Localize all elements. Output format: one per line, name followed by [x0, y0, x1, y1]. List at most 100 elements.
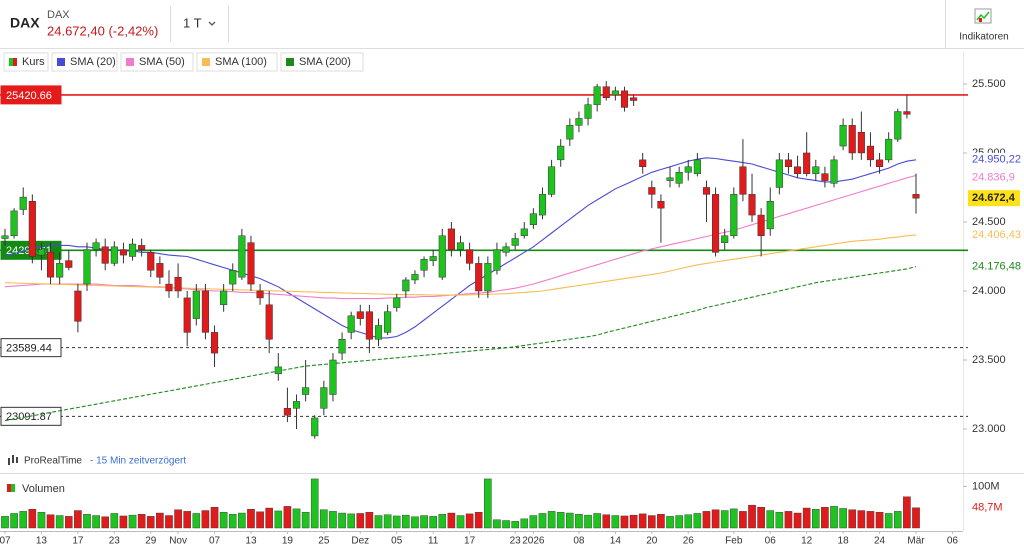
volume-bar — [657, 514, 665, 529]
legend-swatch — [126, 58, 134, 66]
volume-bar — [584, 514, 592, 529]
legend-swatch — [13, 58, 17, 66]
candle-body — [575, 118, 583, 126]
candle-body — [311, 417, 319, 437]
candle-body — [611, 90, 619, 96]
volume-bar — [456, 515, 465, 529]
candle-body — [265, 304, 273, 340]
y-tick-label: 23.000 — [972, 423, 1006, 435]
candle-body — [156, 263, 164, 278]
x-tick-label: Dez — [351, 536, 369, 546]
candle-body — [47, 252, 55, 278]
legend-box — [280, 52, 364, 72]
y-tick-label: 25.500 — [972, 78, 1006, 90]
candle-body — [748, 194, 756, 216]
legend-item[interactable]: Kurs — [3, 52, 49, 72]
candle-body — [739, 166, 747, 195]
candle-body — [566, 125, 574, 140]
legend-box — [120, 52, 194, 72]
volume-bar — [566, 512, 574, 529]
volume-bar — [247, 509, 255, 529]
legend-item[interactable]: SMA (100) — [196, 52, 278, 72]
candle-body — [602, 86, 610, 98]
volume-bar — [37, 511, 46, 529]
last-price-box — [968, 190, 1020, 207]
volume-bar — [101, 516, 110, 529]
legend-box — [196, 52, 278, 72]
indicators-icon[interactable] — [974, 8, 992, 24]
volume-bar — [893, 511, 902, 529]
volume-bar — [347, 513, 355, 529]
timeframe-select[interactable]: 1 T — [183, 15, 202, 30]
candle-body — [329, 359, 337, 395]
x-tick-label: Nov — [169, 536, 187, 546]
volume-bar — [119, 515, 128, 529]
x-tick-label: 08 — [573, 536, 585, 546]
volume-bar — [511, 521, 519, 529]
legend-swatch — [11, 484, 15, 492]
timeframe-chevron[interactable] — [208, 21, 216, 26]
legend-item[interactable]: SMA (20) — [51, 52, 118, 72]
candle-body — [557, 145, 565, 161]
volume-bar — [739, 511, 747, 529]
legend-label: Volumen — [22, 483, 65, 495]
volume-bar — [675, 515, 683, 529]
volume-legend[interactable]: Volumen — [7, 483, 65, 495]
volume-bar — [903, 496, 911, 529]
candle-body — [292, 401, 301, 409]
volume-bar — [429, 516, 437, 529]
volume-bar — [484, 478, 492, 529]
volume-bar — [165, 515, 173, 529]
legend-item[interactable]: SMA (200) — [280, 52, 364, 72]
volume-bar — [219, 511, 228, 529]
volume-bar — [575, 514, 583, 529]
candle-body — [429, 256, 437, 261]
candle-body — [794, 166, 802, 174]
volume-bar — [365, 511, 374, 529]
plot-area: 23.00023.50024.00024.50025.00025.5000713… — [0, 78, 1022, 546]
volume-bar — [784, 511, 793, 529]
source-icon — [8, 455, 18, 465]
x-tick-label: 19 — [282, 536, 294, 546]
candle-body — [19, 196, 27, 210]
volume-bar — [465, 513, 474, 529]
level-label: 25420.66 — [6, 90, 52, 102]
volume-bar — [848, 509, 857, 529]
symbol[interactable]: DAX — [10, 15, 40, 31]
legend-item[interactable]: SMA (50) — [120, 52, 194, 72]
candle-body — [83, 249, 91, 285]
candle-body — [365, 311, 373, 340]
sma-line — [4, 157, 917, 339]
candle-body — [538, 194, 547, 216]
volume-bar — [757, 507, 765, 529]
candle-body — [775, 159, 783, 188]
volume-bar — [46, 514, 55, 529]
indicators-button[interactable]: Indikatoren — [959, 32, 1008, 43]
x-tick-label: 07 — [209, 536, 221, 546]
candle-body — [894, 111, 902, 140]
volume-bar — [228, 514, 237, 529]
candle-body — [657, 201, 665, 209]
x-tick-label: 13 — [245, 536, 257, 546]
candle-body — [803, 152, 811, 174]
candle-body — [138, 245, 146, 250]
candle-body — [1, 235, 9, 239]
volume-tick-label: 100M — [972, 480, 1000, 492]
candle-body — [830, 159, 838, 184]
candle-body — [766, 201, 774, 230]
candle-body — [283, 408, 291, 416]
candle-body — [666, 177, 674, 181]
x-tick-label: 07 — [0, 536, 11, 546]
candle-body — [438, 235, 446, 278]
x-tick-label: 24 — [874, 536, 886, 546]
candle-body — [639, 159, 647, 168]
volume-bar — [146, 516, 155, 529]
volume-bar — [110, 513, 119, 529]
icon-bar — [16, 457, 18, 463]
candle-body — [229, 270, 237, 285]
volume-bar — [128, 514, 137, 529]
volume-bar — [392, 515, 401, 529]
candle-body — [420, 258, 428, 271]
volume-bar — [702, 511, 711, 529]
